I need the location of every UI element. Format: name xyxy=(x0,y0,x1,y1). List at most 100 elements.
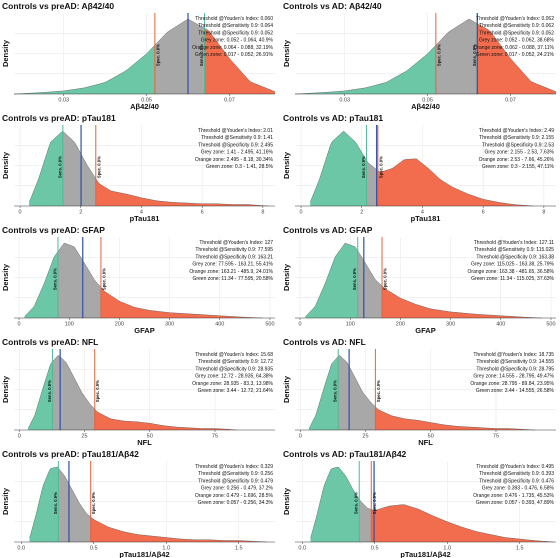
x-axis-label: pTau181/Aβ42 xyxy=(119,550,169,558)
threshold-annotation: Threshold @Specificity 0.9: 2.495 xyxy=(198,142,273,148)
x-tick-label: 300 xyxy=(446,322,455,328)
threshold-annotation: Threshold @Sensitivity 0.9: 0.393 xyxy=(479,471,554,477)
y-axis-label: Density xyxy=(1,263,10,291)
threshold-annotation: Orange zone: 0.476 - 1.735, 45.53% xyxy=(473,493,554,499)
threshold-annotation: Threshold @Youden's Index: 127.11 xyxy=(474,240,554,246)
specificity-label: Spec. 0.9% xyxy=(436,44,441,66)
green-zone-area xyxy=(295,45,436,94)
x-tick-label: 4 xyxy=(421,210,424,216)
x-tick-label: 4 xyxy=(140,210,143,216)
threshold-annotation: Green zone: 0.3 - 2.155, 47.11% xyxy=(482,164,555,170)
threshold-annotation: Threshold @Sensitivity 0.9: 14.555 xyxy=(476,359,554,365)
sensitivity-label: Sens. 0.9% xyxy=(352,268,357,290)
x-tick-label: 25 xyxy=(81,434,87,440)
x-tick-label: 8 xyxy=(261,210,264,216)
x-tick-label: 50 xyxy=(428,434,434,440)
threshold-annotation: Threshold @Youden's Index: 0.495 xyxy=(476,464,554,470)
threshold-annotation: Threshold @Sensitivity 0.9: 0.064 xyxy=(198,23,273,29)
orange-zone-area xyxy=(375,406,535,430)
x-axis-label: GFAP xyxy=(415,326,435,335)
x-axis-label: NFL xyxy=(137,438,152,447)
green-zone-area xyxy=(310,131,367,206)
orange-zone-area xyxy=(95,178,269,206)
threshold-annotation: Grey zone: 1.41 - 2.495, 41.16% xyxy=(201,150,274,156)
density-outline xyxy=(13,18,276,95)
x-tick-label: 1.0 xyxy=(443,546,451,552)
green-zone-area xyxy=(24,251,58,318)
x-tick-label: 1.0 xyxy=(162,546,170,552)
x-tick-label: 1.5 xyxy=(516,546,524,552)
x-tick-label: 500 xyxy=(546,322,555,328)
threshold-annotation: Orange zone: 2.53 - 7.66, 45.26% xyxy=(479,157,555,163)
specificity-label: Spec. 0.9% xyxy=(101,268,106,290)
panel-title: Controls vs AD: pTau181/Aβ42 xyxy=(283,449,407,459)
x-axis-label: GFAP xyxy=(134,326,154,335)
x-tick-label: 0.0 xyxy=(17,546,25,552)
chart-panel: Controls vs AD: pTau181 Sens. 0.9% Spec. 0… xyxy=(282,113,556,223)
chart-panel: Controls vs AD: Aβ42/40 Sens. 0.9% Spec. 0… xyxy=(282,1,557,111)
sensitivity-label: Sens. 0.9% xyxy=(53,492,58,514)
sensitivity-label: Sens. 0.9% xyxy=(333,380,338,402)
threshold-annotation: Threshold @Specificity 0.9: 28.935 xyxy=(195,366,273,372)
sensitivity-label: Sens. 0.9% xyxy=(199,44,204,66)
x-tick-label: 300 xyxy=(165,322,174,328)
panel-title: Controls vs AD: NFL xyxy=(283,337,366,347)
threshold-annotation: Threshold @Specificity 0.9: 0.479 xyxy=(198,478,273,484)
x-tick-label: 200 xyxy=(115,322,124,328)
threshold-annotation: Threshold @Specificity 0.9: 163.21 xyxy=(195,254,273,260)
sensitivity-label: Sens. 0.9% xyxy=(57,156,62,178)
threshold-annotation: Threshold @Specificity 0.9: 28.795 xyxy=(476,366,554,372)
x-tick-label: 1.5 xyxy=(235,546,243,552)
x-tick-label: 0.05 xyxy=(422,98,433,104)
x-tick-label: 400 xyxy=(215,322,224,328)
threshold-annotation: Orange zone: 2.495 - 8.18, 30.34% xyxy=(195,157,274,163)
threshold-annotation: Orange zone: 0.479 - 1.696, 28.5% xyxy=(195,493,274,499)
density-outline xyxy=(28,131,269,207)
threshold-annotation: Orange zone: 163.38 - 481.65, 36.58% xyxy=(468,269,555,275)
threshold-annotation: Threshold @Sensitivity 0.9: 115.025 xyxy=(474,247,554,253)
threshold-annotation: Green zone: 11.34 - 77.595, 20.58% xyxy=(192,276,273,282)
panel-title: Controls vs AD: Aβ42/40 xyxy=(283,1,382,11)
chart-panel: Controls vs preAD: Aβ42/40 Sens. 0.9% Spec… xyxy=(1,1,276,111)
chart-panel: Controls vs preAD: NFL Sens. 0.9% Spec. 0.… xyxy=(1,337,275,447)
threshold-annotation: Threshold @Sensitivity 0.9: 0.062 xyxy=(479,23,554,29)
x-tick-label: 8 xyxy=(542,210,545,216)
orange-zone-area xyxy=(371,504,554,542)
threshold-annotation: Threshold @Sensitivity 0.9: 1.41 xyxy=(201,135,273,141)
density-outline xyxy=(24,242,263,319)
x-axis-label: pTau181/Aβ42 xyxy=(400,550,450,558)
orange-zone-area xyxy=(94,409,237,430)
threshold-annotation: Threshold @Sensitivity 0.9: 2.155 xyxy=(479,135,554,141)
orange-zone-area xyxy=(100,287,263,318)
threshold-annotation: Threshold @Specificity 0.9: 0.476 xyxy=(479,478,554,484)
grey-zone-area xyxy=(52,355,95,430)
y-axis-label: Density xyxy=(1,487,10,515)
x-tick-label: 75 xyxy=(493,434,499,440)
x-tick-label: 6 xyxy=(201,210,204,216)
grey-zone-area xyxy=(154,19,205,94)
threshold-annotation: Orange zone: 28.795 - 89.84, 23.95% xyxy=(470,381,554,387)
x-axis-label: Aβ42/40 xyxy=(411,102,440,111)
threshold-annotation: Green zone: 11.34 - 115.025, 37.63% xyxy=(471,276,554,282)
threshold-annotation: Grey zone: 2.155 - 2.53, 7.63% xyxy=(485,150,555,156)
specificity-label: Spec. 0.9% xyxy=(372,492,377,514)
threshold-annotation: Threshold @Sensitivity 0.9: 0.256 xyxy=(198,471,273,477)
grey-zone-area xyxy=(58,468,91,542)
green-zone-area xyxy=(28,361,53,430)
x-axis-label: pTau181 xyxy=(130,214,160,223)
x-tick-label: 400 xyxy=(496,322,505,328)
y-axis-label: Density xyxy=(1,375,10,403)
threshold-annotation: Grey zone: 0.256 - 0.479, 37.2% xyxy=(201,486,274,492)
threshold-annotation: Orange zone: 0.062 - 0.088, 37.11% xyxy=(473,45,554,51)
green-zone-area xyxy=(309,356,339,430)
orange-zone-area xyxy=(477,23,556,94)
orange-zone-area xyxy=(90,516,268,542)
panel-title: Controls vs AD: pTau181 xyxy=(283,113,383,123)
sensitivity-label: Sens. 0.9% xyxy=(47,380,52,402)
threshold-annotation: Threshold @Youden's Index: 2.01 xyxy=(198,128,273,134)
y-axis-label: Density xyxy=(282,39,291,67)
threshold-annotation: Threshold @Youden's Index: 127 xyxy=(199,240,273,246)
threshold-annotation: Orange zone: 28.935 - 83.3, 13.98% xyxy=(192,381,273,387)
threshold-annotation: Threshold @Specificity 0.9: 0.052 xyxy=(479,30,554,36)
